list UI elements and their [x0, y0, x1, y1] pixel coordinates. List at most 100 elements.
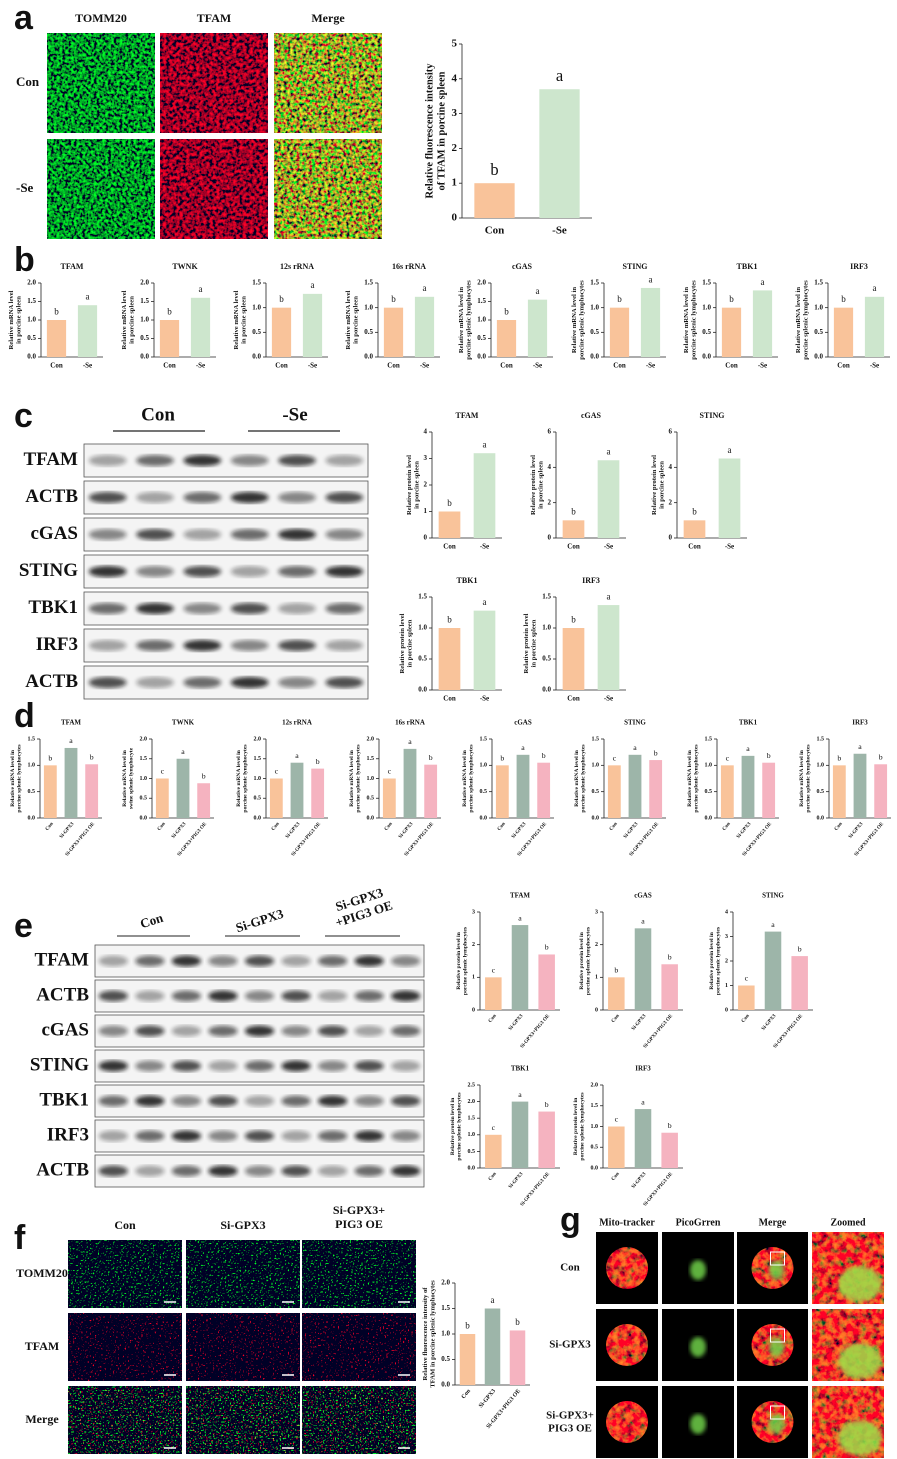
blot-band — [208, 990, 238, 1002]
blot-band — [281, 1060, 311, 1072]
significance-letter: b — [879, 752, 883, 761]
chart-title: cGAS — [634, 892, 652, 900]
significance-letter: b — [429, 753, 433, 762]
bar — [424, 764, 438, 818]
y-axis-label: Relative protein levelin porcine spleen — [398, 613, 413, 673]
significance-letter: a — [69, 736, 73, 745]
y-tick-label: 6 — [669, 428, 673, 436]
bar — [634, 1109, 652, 1168]
bar — [864, 296, 885, 357]
blot-band — [317, 1060, 348, 1072]
bar — [832, 765, 846, 818]
blot-band — [183, 528, 222, 541]
y-tick-label: 3 — [725, 934, 728, 940]
blot-band — [278, 602, 316, 615]
x-tick-label: -Se — [646, 362, 655, 370]
y-tick-label: 2.0 — [468, 1099, 476, 1105]
nucleoid — [690, 1414, 706, 1434]
panel-letter: f — [14, 1219, 26, 1257]
x-tick-label: Con — [387, 362, 400, 370]
zoomed-green — [838, 1343, 882, 1379]
significance-letter: b — [571, 507, 576, 517]
y-axis-label: Relative mRNA levelin porcine spleen — [344, 290, 359, 349]
significance-letter: a — [198, 284, 202, 294]
bar — [495, 765, 509, 818]
panel-letter: e — [14, 907, 33, 945]
y-tick-label: 1 — [725, 983, 728, 989]
significance-letter: c — [492, 966, 496, 975]
row-label: Si-GPX3 — [549, 1339, 591, 1351]
blot-band — [136, 528, 174, 541]
blot-band — [391, 990, 421, 1002]
chart-title: TBK1 — [457, 576, 478, 585]
y-tick-label: 1.5 — [542, 593, 551, 601]
significance-letter: b — [542, 751, 546, 760]
bar — [874, 764, 888, 818]
group-label: -Se — [282, 404, 307, 425]
significance-letter: a — [295, 751, 299, 760]
micrograph-signal — [68, 1313, 182, 1381]
y-tick-label: 3 — [452, 107, 458, 119]
micrograph-signal — [186, 1240, 300, 1308]
panel-letter: c — [14, 397, 33, 435]
bar — [496, 320, 517, 357]
protein-label: TFAM — [23, 449, 78, 470]
y-tick-label: 0.0 — [140, 353, 149, 361]
blot-band — [135, 1025, 165, 1037]
y-axis-label: Relative fluorescence intensity ofTFAM i… — [421, 1280, 436, 1388]
blot-band — [317, 1130, 348, 1142]
y-tick-label: 3 — [472, 909, 475, 915]
blot-band — [244, 1130, 275, 1142]
x-tick-label: -Se — [480, 543, 489, 551]
significance-letter: b — [500, 754, 504, 763]
y-tick-label: 1.0 — [140, 776, 148, 782]
bar — [176, 758, 190, 818]
x-tick-label: Con — [156, 821, 167, 832]
x-tick-label: Con — [688, 543, 701, 551]
y-tick-label: 2.0 — [591, 1082, 599, 1088]
bar — [485, 977, 502, 1010]
y-tick-label: 0.0 — [252, 353, 261, 361]
blot-band — [317, 1165, 348, 1177]
y-tick-label: 0.0 — [702, 353, 711, 361]
chart-title: TWNK — [172, 719, 195, 727]
y-axis-label: Relative mRNA level inporcine splenic ly… — [682, 280, 697, 360]
y-tick-label: 1.0 — [591, 1124, 599, 1130]
y-tick-label: 0.0 — [705, 815, 713, 821]
y-tick-label: 1.5 — [705, 736, 713, 742]
column-label: Si-GPX3+ PIG3 OE — [333, 1203, 385, 1231]
chart-title: TBK1 — [739, 719, 758, 727]
blot-band — [325, 565, 364, 578]
bar — [155, 778, 169, 818]
bar — [752, 290, 773, 357]
blot-band — [354, 1025, 384, 1037]
x-tick-label: -Se — [83, 362, 92, 370]
bar — [608, 1126, 625, 1168]
y-tick-label: 1.5 — [480, 736, 488, 742]
blot-band — [135, 990, 165, 1002]
y-tick-label: 1 — [595, 975, 598, 981]
y-axis-label: Relative mRNA levelin porcine spleen — [7, 290, 22, 349]
protein-label: ACTB — [36, 1159, 89, 1180]
significance-letter: c — [613, 754, 617, 763]
blot-band — [183, 676, 222, 689]
bar — [438, 511, 461, 538]
significance-letter: a — [490, 1295, 494, 1305]
significance-letter: b — [692, 507, 697, 517]
row-label: TOMM20 — [16, 1266, 68, 1280]
bar — [562, 628, 585, 690]
blot-band — [98, 990, 128, 1002]
y-tick-label: 1.0 — [814, 303, 823, 311]
significance-letter: c — [745, 974, 749, 983]
bar — [85, 764, 99, 818]
blot-band — [391, 1025, 421, 1037]
protein-label: cGAS — [42, 1019, 90, 1040]
significance-letter: a — [858, 742, 862, 751]
significance-letter: b — [90, 752, 94, 761]
significance-letter: a — [606, 591, 610, 601]
significance-letter: c — [615, 1115, 619, 1124]
x-tick-label: Con — [44, 821, 55, 832]
blot-band — [171, 955, 202, 967]
y-tick-label: 0.0 — [441, 1381, 450, 1389]
y-tick-label: 0 — [595, 1007, 598, 1013]
